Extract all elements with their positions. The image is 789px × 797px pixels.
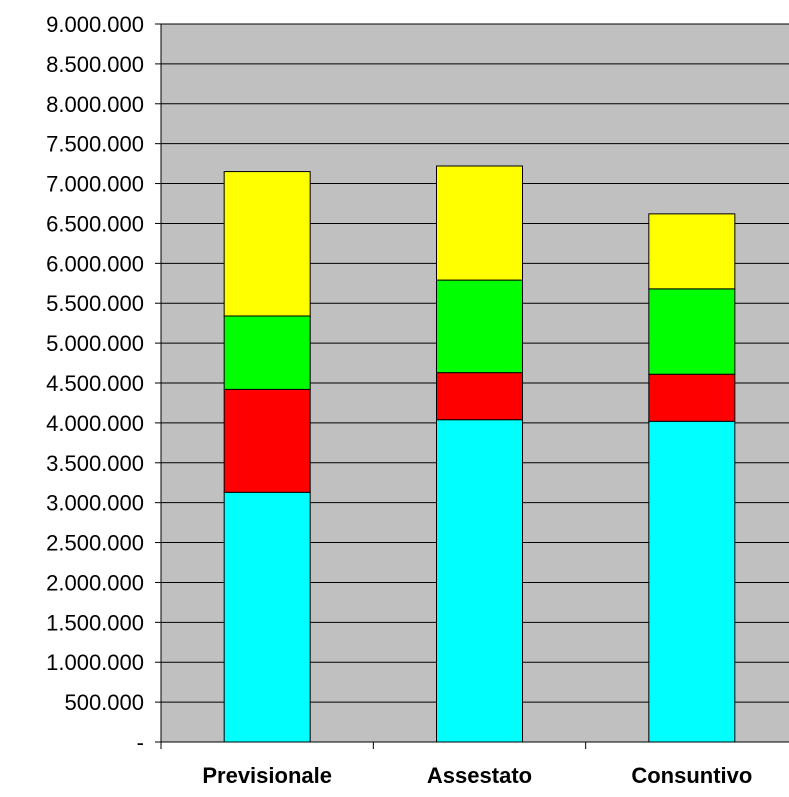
bar-segment-3 [648, 288, 736, 375]
y-tick-label: 9.000.000 [46, 12, 144, 37]
bar-segment-4 [648, 213, 736, 290]
bar-segment-1 [436, 419, 523, 743]
bar-segment-1 [648, 420, 736, 743]
y-tick-label: 7.000.000 [46, 172, 144, 197]
bar-segment-3 [436, 279, 523, 374]
y-tick-label: 8.500.000 [46, 52, 144, 77]
y-tick-label: 3.000.000 [46, 491, 144, 516]
y-tick-label: 6.500.000 [46, 211, 144, 236]
y-tick-label: 500.000 [64, 690, 144, 715]
y-tick-label: 4.500.000 [46, 371, 144, 396]
bar-segment-2 [436, 372, 523, 421]
bar-segment-2 [648, 373, 736, 422]
y-tick-label: 5.500.000 [46, 291, 144, 316]
x-tick-label: Assestato [427, 763, 532, 788]
y-tick-label: 3.500.000 [46, 451, 144, 476]
y-tick-label: 4.000.000 [46, 411, 144, 436]
y-tick-label: 2.000.000 [46, 570, 144, 595]
x-tick-label: Previsionale [202, 763, 332, 788]
y-tick-label: 2.500.000 [46, 531, 144, 556]
x-tick-labels: Previsionale Assestato Consuntivo [202, 763, 752, 788]
x-tick-label: Consuntivo [631, 763, 752, 788]
y-tick-label: 1.500.000 [46, 610, 144, 635]
y-tick-label: 6.000.000 [46, 251, 144, 276]
y-tick-label: 8.000.000 [46, 92, 144, 117]
y-tick-label: 1.000.000 [46, 650, 144, 675]
bar-segment-1 [223, 491, 311, 743]
bar-segment-2 [223, 388, 311, 493]
bar-segment-3 [223, 315, 311, 390]
y-tick-labels: - 500.000 1.000.000 1.500.000 2.000.000 2.500… [46, 12, 144, 755]
axes [155, 23, 789, 749]
y-tick-label: - [137, 730, 144, 755]
y-tick-label: 5.000.000 [46, 331, 144, 356]
bars [223, 165, 736, 743]
y-tick-label: 7.500.000 [46, 132, 144, 157]
bar-segment-4 [223, 171, 311, 317]
bar-segment-4 [436, 165, 523, 281]
